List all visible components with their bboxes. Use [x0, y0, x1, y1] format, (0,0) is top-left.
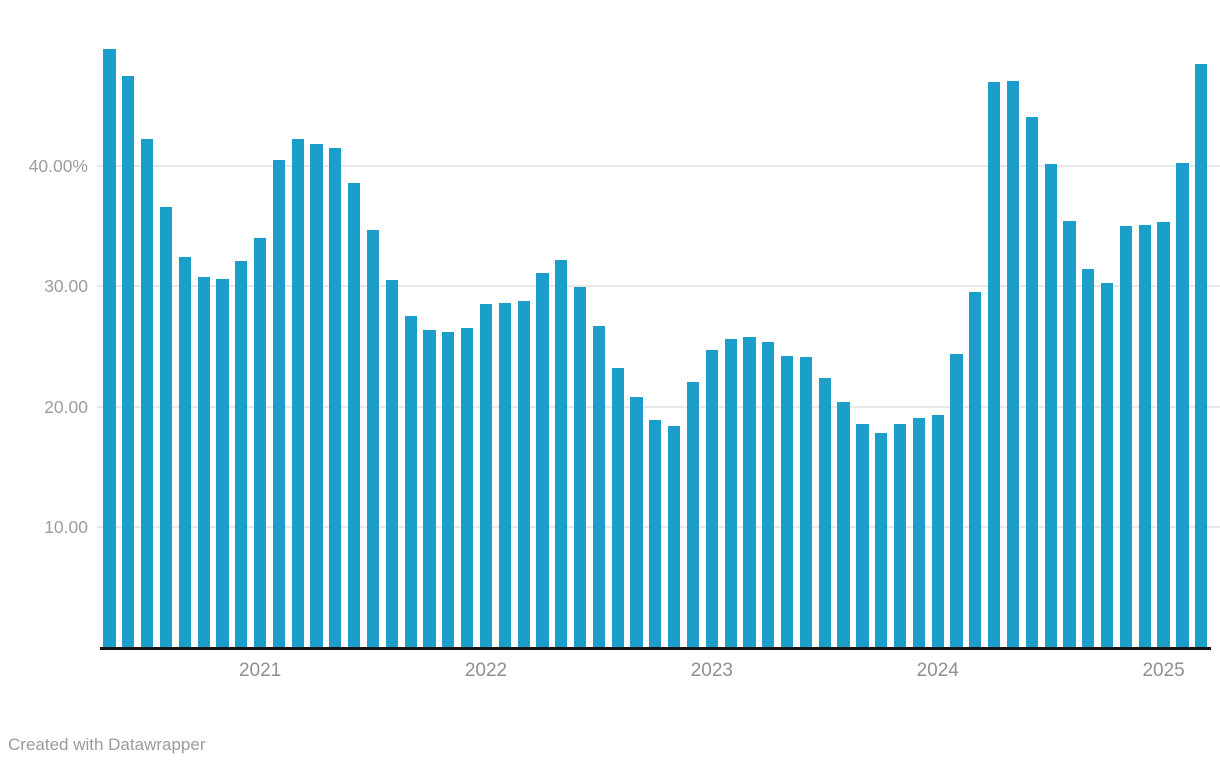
x-tick-label-2024: 2024	[916, 660, 959, 681]
bar-35[interactable]	[743, 336, 756, 648]
bar-29[interactable]	[630, 397, 643, 648]
bar-50[interactable]	[1025, 117, 1038, 648]
bar-39[interactable]	[818, 377, 831, 648]
bar-49[interactable]	[1006, 81, 1020, 648]
bar-6[interactable]	[197, 276, 210, 648]
bar-12[interactable]	[310, 143, 323, 648]
bar-38[interactable]	[799, 357, 813, 648]
x-tick-label-2025: 2025	[1142, 660, 1185, 681]
datawrapper-credit: Created with Datawrapper	[8, 735, 206, 754]
bar-37[interactable]	[781, 356, 794, 648]
bar-56[interactable]	[1138, 224, 1151, 648]
bar-40[interactable]	[837, 402, 850, 648]
bar-57[interactable]	[1157, 222, 1170, 648]
bar-43[interactable]	[893, 423, 907, 648]
bar-9[interactable]	[253, 238, 267, 648]
bar-8[interactable]	[235, 260, 248, 648]
bar-44[interactable]	[912, 417, 925, 648]
bar-42[interactable]	[875, 433, 888, 648]
y-tick-label-40: 40.00%	[28, 155, 88, 176]
bar-51[interactable]	[1044, 164, 1057, 648]
bar-53[interactable]	[1082, 269, 1095, 648]
bar-14[interactable]	[348, 182, 361, 648]
bar-21[interactable]	[479, 304, 493, 648]
y-tick-label-30: 30.00	[44, 276, 88, 297]
x-axis-line	[100, 647, 1211, 650]
bar-30[interactable]	[649, 420, 662, 648]
bar-48[interactable]	[988, 82, 1001, 648]
x-tick-label-2022: 2022	[464, 660, 508, 681]
bar-17[interactable]	[404, 316, 417, 648]
x-tick-label-2023: 2023	[690, 660, 733, 681]
plot-area: 40.00% 30.00 20.00 10.00	[28, 48, 1220, 650]
gridline-30	[97, 285, 1220, 288]
bar-7[interactable]	[216, 279, 229, 648]
x-tick-label-2021: 2021	[238, 660, 282, 681]
bar-58[interactable]	[1176, 163, 1189, 648]
bar-4[interactable]	[159, 206, 173, 648]
bar-28[interactable]	[611, 368, 624, 648]
gridline-40	[97, 164, 1220, 167]
bar-41[interactable]	[856, 423, 869, 648]
bar-20[interactable]	[461, 328, 474, 648]
bar-31[interactable]	[668, 426, 681, 648]
bar-3[interactable]	[141, 139, 154, 648]
bar-45[interactable]	[931, 415, 944, 648]
bar-22[interactable]	[498, 303, 511, 648]
bar-59[interactable]	[1195, 64, 1208, 648]
bar-13[interactable]	[329, 147, 342, 648]
bar-34[interactable]	[724, 339, 737, 648]
bar-46[interactable]	[950, 353, 963, 648]
bar-47[interactable]	[969, 292, 982, 648]
bar-1[interactable]	[103, 48, 116, 648]
bar-54[interactable]	[1101, 282, 1114, 648]
bar-55[interactable]	[1119, 225, 1133, 648]
bar-10[interactable]	[272, 159, 286, 648]
bar-15[interactable]	[366, 229, 380, 648]
bar-26[interactable]	[573, 287, 587, 648]
bar-33[interactable]	[705, 350, 718, 648]
bar-18[interactable]	[423, 329, 436, 648]
bar-32[interactable]	[686, 381, 700, 648]
bar-16[interactable]	[385, 280, 398, 648]
bar-25[interactable]	[555, 259, 568, 648]
bar-52[interactable]	[1063, 221, 1076, 648]
y-tick-label-20: 20.00	[44, 396, 88, 417]
bar-23[interactable]	[517, 300, 530, 648]
y-tick-label-10: 10.00	[44, 517, 88, 538]
bar-27[interactable]	[592, 326, 605, 648]
bar-19[interactable]	[442, 332, 455, 648]
bar-24[interactable]	[536, 272, 549, 648]
bar-36[interactable]	[762, 341, 775, 648]
gridline-20	[97, 405, 1220, 408]
bar-2[interactable]	[122, 76, 135, 648]
bar-5[interactable]	[178, 257, 191, 648]
bar-11[interactable]	[291, 139, 304, 648]
